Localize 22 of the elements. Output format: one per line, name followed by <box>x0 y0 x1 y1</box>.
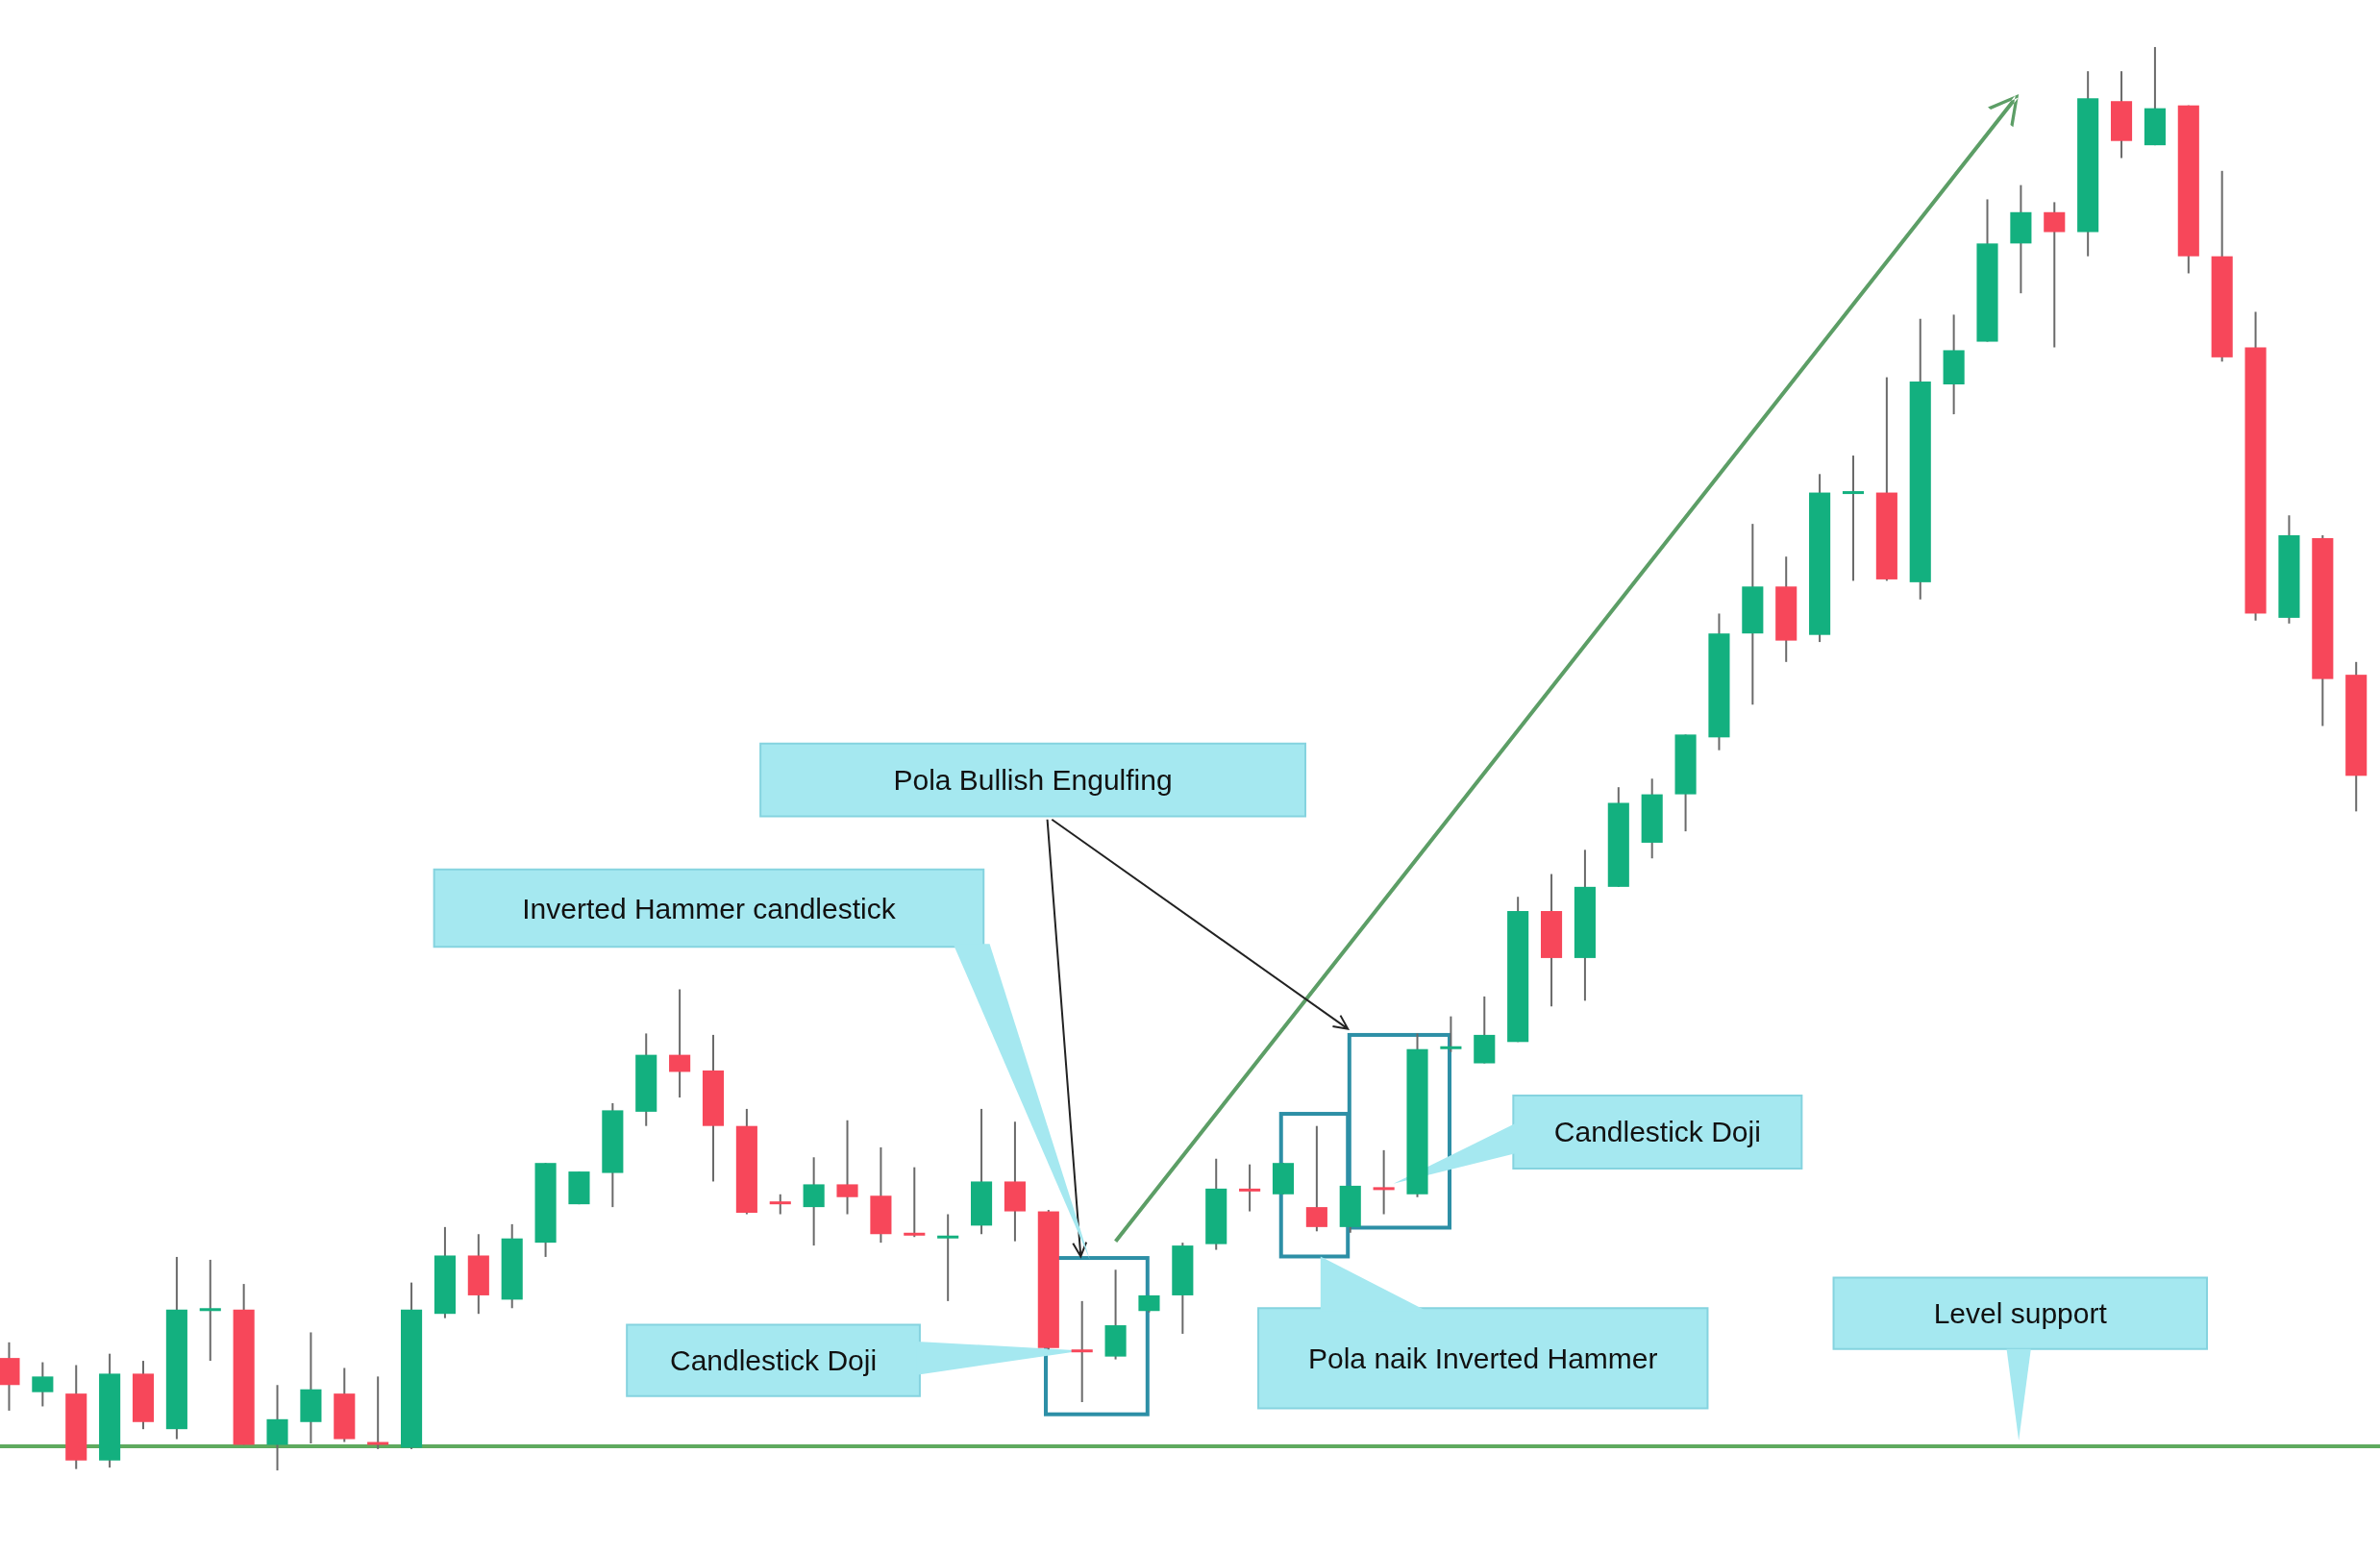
ref-line-label: Level support <box>1933 1297 2108 1330</box>
candlestick <box>1239 1163 1261 1213</box>
candlestick <box>1842 455 1865 582</box>
candlestick <box>937 1213 959 1302</box>
candlestick <box>836 1119 858 1216</box>
candlestick <box>1305 1124 1327 1233</box>
candlestick <box>769 1193 791 1216</box>
annotation: Pola Bullish Engulfing <box>893 764 1173 797</box>
candlestick <box>803 1156 825 1247</box>
annotation: Inverted Hammer candlestick <box>522 892 897 924</box>
candlestick <box>199 1258 221 1363</box>
annotation: Candlestick Doji <box>1553 1116 1761 1148</box>
candlestick <box>669 988 691 1099</box>
annotation: Pola naik Inverted Hammer <box>1308 1342 1658 1374</box>
candlestick <box>32 1361 54 1408</box>
candlestick <box>904 1166 926 1239</box>
candlestick <box>1440 1015 1462 1053</box>
candlestick <box>1071 1299 1093 1404</box>
candlestick <box>1373 1148 1395 1216</box>
candlestick <box>367 1375 389 1450</box>
annotation: Candlestick Doji <box>670 1344 878 1377</box>
candlestick <box>2044 201 2066 349</box>
